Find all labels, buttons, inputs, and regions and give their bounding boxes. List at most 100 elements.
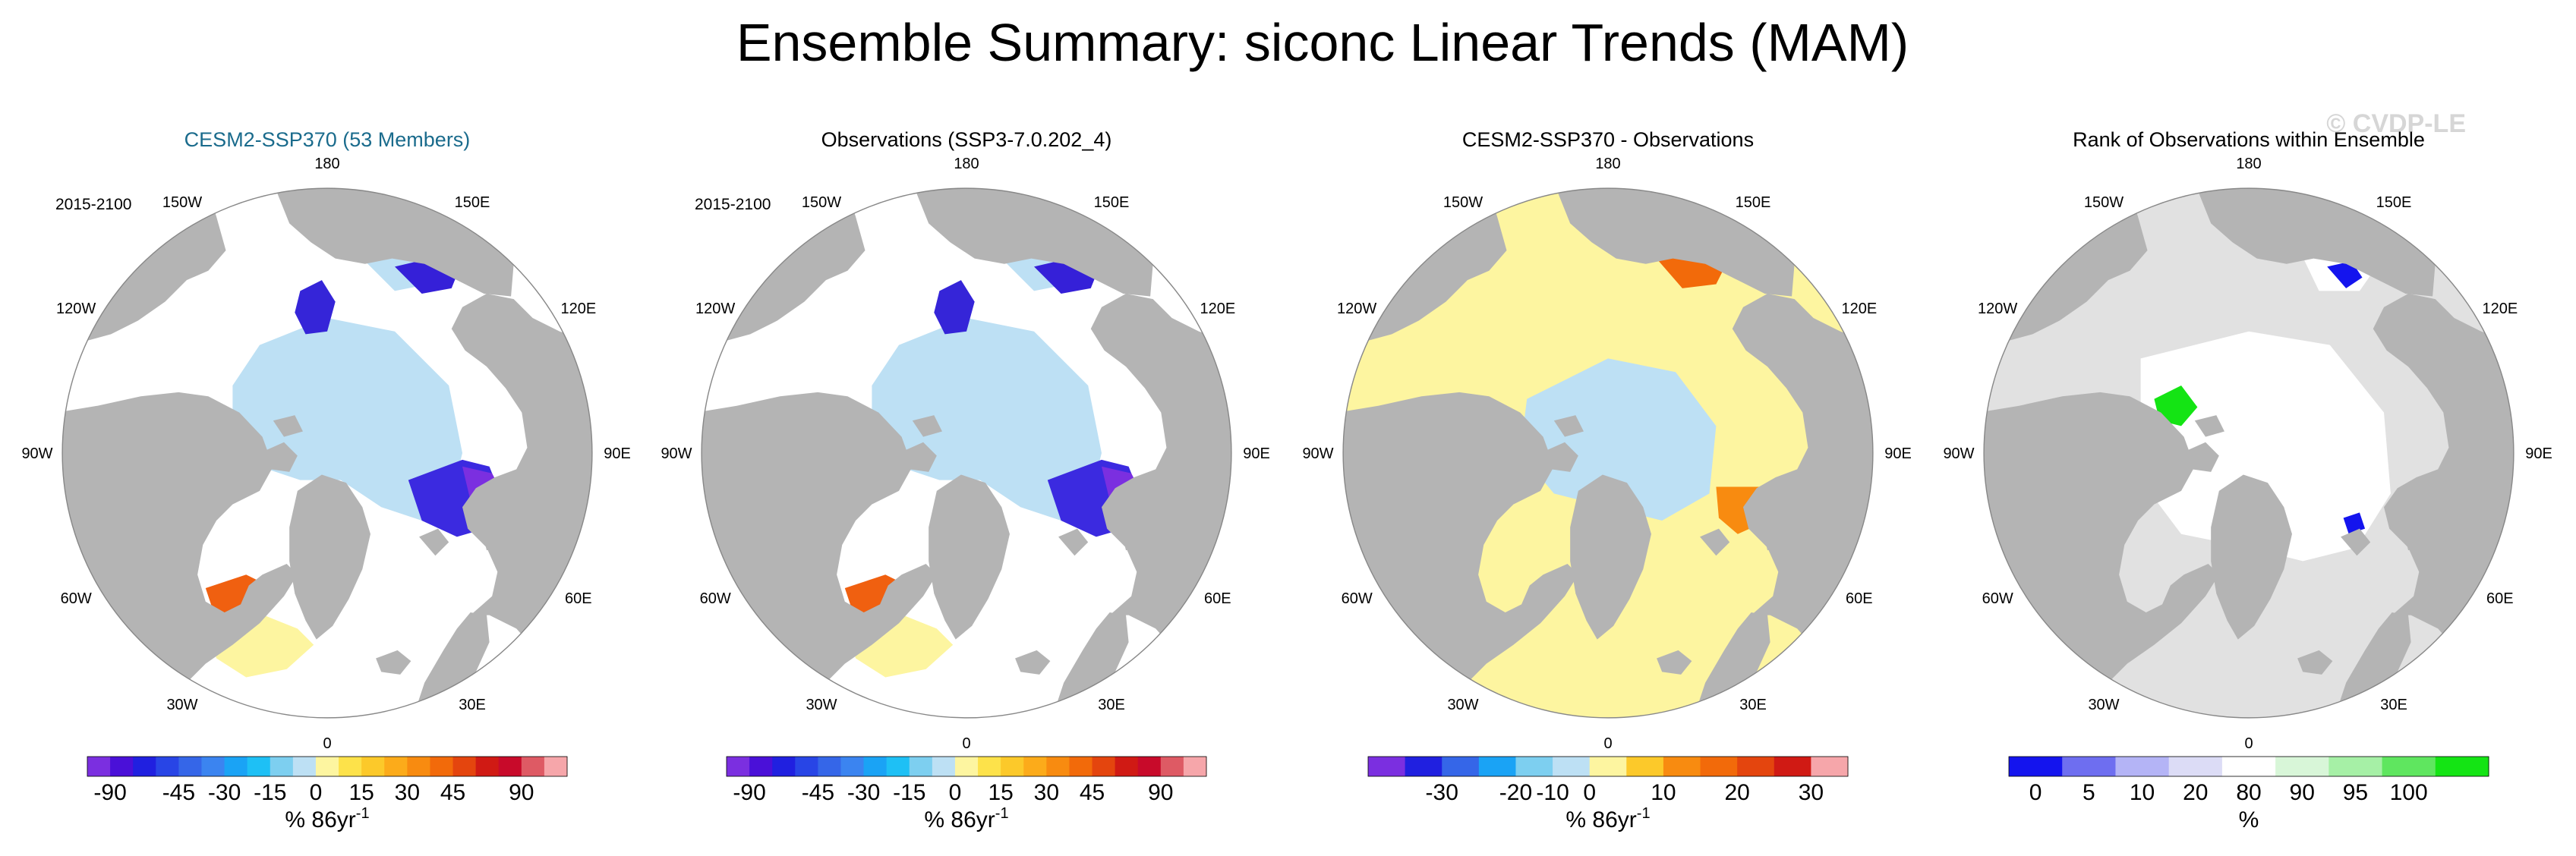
lon-label: 150E [1736, 194, 1771, 211]
lon-label: 30W [806, 697, 837, 713]
rank-central-arctic [2140, 331, 2391, 562]
colorbar-swatch [1160, 757, 1184, 776]
lon-label: 180 [954, 156, 979, 172]
lon-label: 120W [1978, 301, 2017, 317]
colorbar-swatch [978, 757, 1001, 776]
colorbar-tick-label: 0 [1583, 780, 1596, 805]
period-label: 2015-2100 [695, 196, 771, 213]
colorbar-swatch [1368, 757, 1406, 776]
colorbar-swatch [2221, 757, 2276, 776]
colorbar-frame [87, 756, 568, 777]
colorbar-tick-label: -15 [254, 780, 286, 805]
colorbar-swatch [2062, 757, 2116, 776]
colorbar-tick-label: 30 [395, 780, 420, 805]
colorbar-tick-label: 0 [310, 780, 323, 805]
lon-label: 150W [1443, 194, 1483, 211]
colorbar-swatch [156, 757, 179, 776]
colorbar-swatch [772, 757, 796, 776]
colorbar-swatch [407, 757, 430, 776]
colorbar-swatch [452, 757, 477, 776]
colorbar-swatch [498, 757, 522, 776]
colorbar-swatch [1001, 757, 1024, 776]
colorbar-swatch [2328, 757, 2383, 776]
colorbar-swatch [1069, 757, 1093, 776]
colorbar-tick-label: 20 [1724, 780, 1749, 805]
colorbar-tick-label: 20 [2183, 780, 2208, 805]
colorbar-unit: % 86yr-1 [1565, 805, 1650, 832]
lon-label: 120E [560, 301, 596, 317]
lon-label: 150E [2376, 194, 2412, 211]
lon-label: 150W [2084, 194, 2124, 211]
lon-label: 120W [1337, 301, 1376, 317]
colorbar-swatch [1700, 757, 1738, 776]
colorbar-swatch [2435, 757, 2489, 776]
panel-3: CESM2-SSP370 - Observations 180 150W 150E 12… [1302, 128, 1911, 832]
lon-label: 60W [1342, 590, 1373, 607]
lon-label: 180 [1595, 156, 1620, 172]
colorbar-swatch [954, 757, 979, 776]
colorbar-swatch [1183, 757, 1207, 776]
colorbar-tick-label: 45 [1080, 780, 1105, 805]
panel-4: Rank of Observations within Ensemble 180 1… [1943, 128, 2552, 832]
colorbar-swatch [292, 757, 317, 776]
colorbar: -90 -45 -30 -15 0 15 30 45 90 % 86yr-1 [87, 756, 568, 832]
colorbar-tick-label: -45 [802, 780, 834, 805]
lon-label: 120E [1200, 301, 1235, 317]
watermark: © CVDP-LE [2326, 109, 2466, 138]
colorbar-swatch [1115, 757, 1139, 776]
colorbar-swatch [2382, 757, 2436, 776]
lon-label: 90E [2525, 445, 2552, 462]
lon-label: 60E [565, 590, 592, 607]
lon-label: 90W [1302, 445, 1333, 462]
colorbar-tick-label: 0 [2029, 780, 2042, 805]
colorbar-swatch [1442, 757, 1480, 776]
lon-label: 90E [1243, 445, 1270, 462]
panel-title: Observations (SSP3-7.0.202_4) [821, 128, 1112, 151]
colorbar-swatch [315, 757, 339, 776]
colorbar-tick-label: 95 [2343, 780, 2368, 805]
polar-map [61, 187, 593, 719]
colorbar-tick-label: -30 [208, 780, 241, 805]
colorbar-swatch [909, 757, 933, 776]
colorbar-tick-label: -90 [733, 780, 765, 805]
lon-label: 60W [700, 590, 731, 607]
rank-archipelago-high [2154, 386, 2198, 426]
colorbar-frame [2008, 756, 2489, 777]
colorbar-swatch [863, 757, 888, 776]
colorbar-swatch [1663, 757, 1701, 776]
lon-label: 90W [21, 445, 52, 462]
polar-map [1983, 187, 2515, 719]
colorbar-swatch [110, 757, 134, 776]
colorbar-frame [1367, 756, 1849, 777]
panel-title: Rank of Observations within Ensemble [2073, 128, 2425, 151]
colorbar-swatch [384, 757, 408, 776]
colorbar-swatch [1092, 757, 1116, 776]
lon-label: 150E [1094, 194, 1130, 211]
lon-label: 120W [695, 301, 735, 317]
map-boundary [1342, 187, 1874, 719]
colorbar-swatch [1023, 757, 1047, 776]
lon-label: 0 [2244, 735, 2253, 752]
colorbar-tick-label: 5 [2083, 780, 2095, 805]
map-boundary [1983, 187, 2515, 719]
colorbar-swatch [2009, 757, 2063, 776]
bering-decline [934, 280, 975, 335]
colorbar-tick-label: 30 [1799, 780, 1824, 805]
lon-label: 30W [166, 697, 197, 713]
rank-barents-low [2343, 512, 2366, 534]
panel-title: CESM2-SSP370 (53 Members) [184, 128, 471, 151]
colorbar-tick-label: 90 [2290, 780, 2315, 805]
colorbar-swatch [430, 757, 454, 776]
colorbar-swatch [932, 757, 956, 776]
colorbar-swatch [87, 757, 111, 776]
lon-label: 0 [1603, 735, 1612, 752]
colorbar-swatch [1626, 757, 1664, 776]
colorbar-swatch [818, 757, 841, 776]
colorbar-swatch [339, 757, 362, 776]
colorbar-tick-label: 0 [949, 780, 962, 805]
lon-label: 30E [2380, 697, 2407, 713]
colorbar-tick-label: 100 [2390, 780, 2428, 805]
lon-label: 60W [1982, 590, 2013, 607]
lon-label: 60E [2486, 590, 2514, 607]
